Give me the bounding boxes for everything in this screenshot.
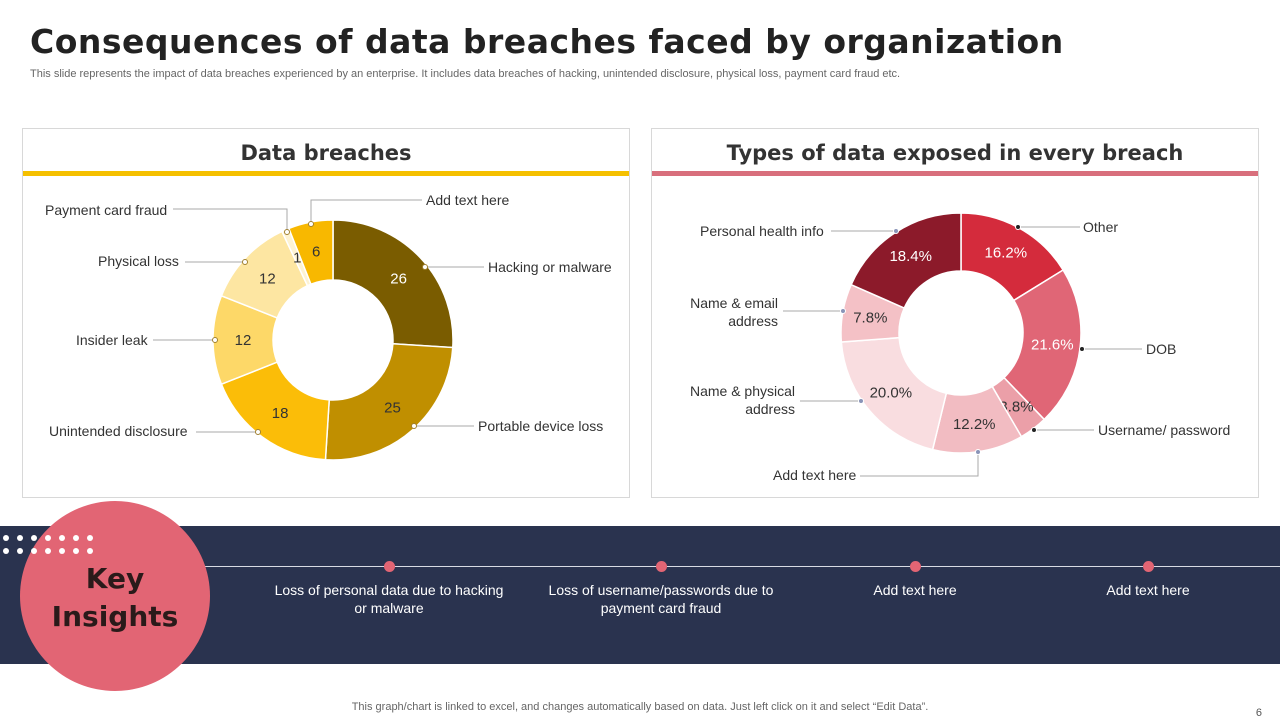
donut-slice[interactable] <box>324 342 454 461</box>
chart-title: Data breaches <box>240 141 412 165</box>
key-insights-title: Key Insights <box>20 560 210 636</box>
data-label: 18 <box>272 405 289 422</box>
leader-line <box>310 199 422 224</box>
leader-dot <box>1079 346 1085 352</box>
footer-note: This graph/chart is linked to excel, and… <box>351 701 929 713</box>
panel-accent-bar <box>652 171 1258 176</box>
data-exposed-panel: Types of data exposed in every breach <box>651 128 1259 498</box>
leader-dot <box>212 337 218 343</box>
legend-label: Unintended disclosure <box>49 423 188 439</box>
legend-label: Payment card fraud <box>45 202 168 218</box>
page-subtitle: This slide represents the impact of data… <box>30 68 901 80</box>
key-title-line: Key <box>85 562 145 595</box>
data-label: 26 <box>390 270 407 287</box>
data-label: 21.6% <box>1031 337 1074 354</box>
leader-line <box>860 452 979 477</box>
leader-dot <box>858 398 864 404</box>
page-title: Consequences of data breaches faced by o… <box>30 22 1064 61</box>
legend-label: Personal health info <box>700 223 824 239</box>
decor-dot <box>31 535 37 541</box>
decor-dot <box>87 535 93 541</box>
leader-dot <box>1031 427 1037 433</box>
data-label: 12.2% <box>953 416 996 433</box>
leader-dot <box>893 228 899 234</box>
decor-dot <box>17 535 23 541</box>
decor-dot <box>45 548 51 554</box>
decor-dot <box>73 548 79 554</box>
leader-dot <box>422 264 428 270</box>
data-label: 1 <box>293 249 301 266</box>
data-label: 20.0% <box>870 385 913 402</box>
leader-dot <box>242 259 248 265</box>
insight-text: Loss of personal data due to hacking or … <box>274 582 504 616</box>
leader-dot <box>284 229 290 235</box>
legend-label: Name & physical address <box>689 383 795 417</box>
leader-dot <box>975 449 981 455</box>
insight-item: Add text here <box>1088 561 1208 599</box>
page-number: 6 <box>1255 707 1262 719</box>
timeline-marker <box>1142 561 1154 572</box>
decor-dot <box>31 548 37 554</box>
leader-dot <box>308 221 314 227</box>
data-label: 12 <box>235 332 252 349</box>
legend-label: Add text here <box>773 467 857 483</box>
donut-slice[interactable] <box>840 336 948 451</box>
decor-dot <box>17 548 23 554</box>
data-label: 16.2% <box>985 245 1028 262</box>
data-label: 12 <box>259 270 276 287</box>
insight-text: Add text here <box>873 582 957 598</box>
panel-accent-bar <box>23 171 629 176</box>
legend-label: Username/ password <box>1098 422 1231 438</box>
leader-dot <box>1015 224 1021 230</box>
donut-slice[interactable] <box>1002 268 1082 421</box>
legend-label: Insider leak <box>76 332 148 348</box>
insight-item: Add text here <box>855 561 975 599</box>
data-label: 18.4% <box>889 248 932 265</box>
legend-label: DOB <box>1146 341 1177 357</box>
insight-item: Loss of personal data due to hacking or … <box>269 561 509 617</box>
legend-label: Other <box>1083 219 1119 235</box>
legend-label: Physical loss <box>98 253 179 269</box>
decor-dot <box>45 535 51 541</box>
donut-charts: 26 25 18 12 12 1 6 16.2% 21.6% 3.8%12.2% 20.0% 7.8%… <box>153 199 1142 477</box>
leader-line <box>173 208 288 232</box>
chart-title: Types of data exposed in every breach <box>726 141 1184 165</box>
timeline-line <box>205 566 1280 567</box>
legend-label: Add text here <box>426 192 510 208</box>
donut-slice[interactable] <box>287 219 334 286</box>
data-label: 7.8% <box>853 309 887 326</box>
data-label: 6 <box>312 244 320 261</box>
data-label: 3.8% <box>999 398 1033 415</box>
leader-dot <box>255 429 261 435</box>
timeline-marker <box>909 561 921 572</box>
legend-label: Name & email address <box>690 295 778 329</box>
decor-dot <box>73 535 79 541</box>
decor-dot <box>3 548 9 554</box>
leader-dot <box>411 423 417 429</box>
decor-dot <box>59 548 65 554</box>
insight-text: Loss of username/passwords due to paymen… <box>548 582 774 616</box>
decor-dot <box>87 548 93 554</box>
insight-text: Add text here <box>1106 582 1190 598</box>
leader-dot <box>840 308 846 314</box>
decor-dot <box>3 535 9 541</box>
insights-band <box>0 526 1280 664</box>
insight-item: Loss of username/passwords due to paymen… <box>541 561 781 617</box>
decor-dot <box>59 535 65 541</box>
data-label: 25 <box>384 400 401 417</box>
key-insights-circle <box>20 501 210 691</box>
legend-label: Portable device loss <box>478 418 604 434</box>
legend-label: Hacking or malware <box>488 259 612 275</box>
timeline-marker <box>383 561 395 572</box>
key-title-line: Insights <box>51 600 179 633</box>
donut-slice[interactable] <box>850 212 962 310</box>
donut-slice[interactable] <box>332 219 454 349</box>
timeline-marker <box>655 561 667 572</box>
